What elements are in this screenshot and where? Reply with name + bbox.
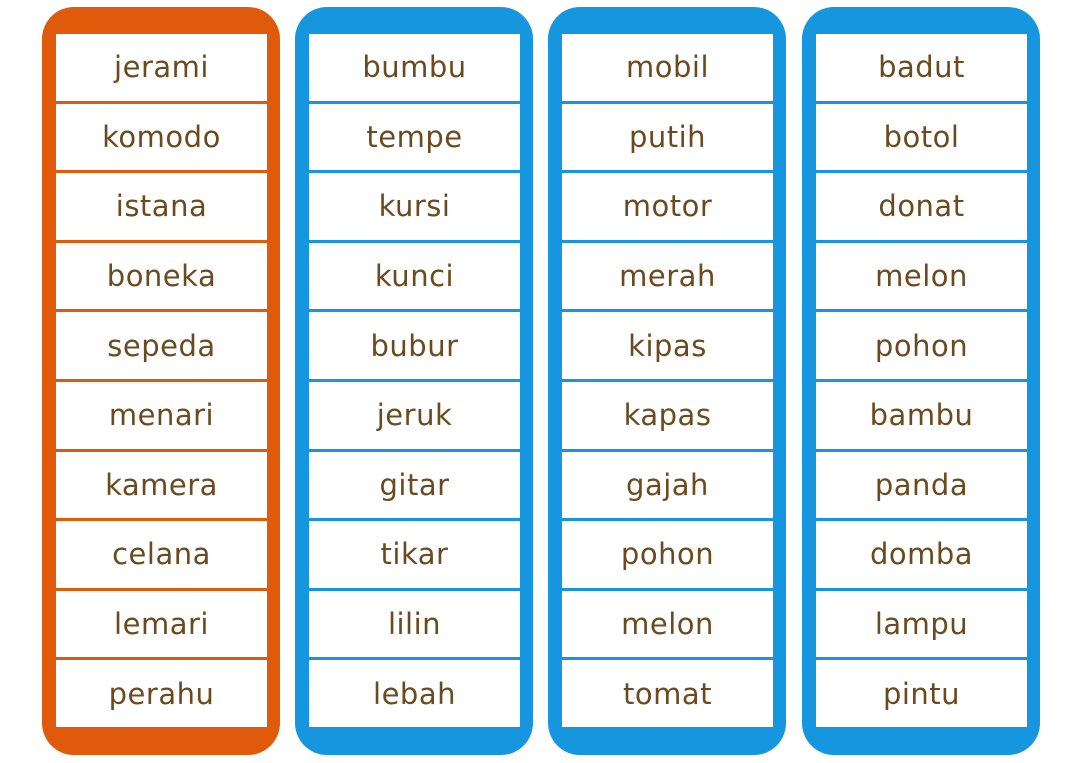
word-cell: pohon bbox=[816, 309, 1027, 379]
word-cell: jerami bbox=[56, 34, 267, 101]
word-cell: istana bbox=[56, 170, 267, 240]
word-cell: pohon bbox=[562, 518, 773, 588]
word-cell: kamera bbox=[56, 448, 267, 519]
word-cell: menari bbox=[56, 378, 267, 449]
word-column-4: badut botol donat melon pohon bambu panda domba… bbox=[802, 7, 1040, 755]
word-cell: tikar bbox=[309, 518, 520, 588]
word-list: badut botol donat melon pohon bambu panda domba… bbox=[816, 34, 1027, 727]
word-cell: tomat bbox=[562, 657, 773, 727]
word-list: jerami komodo istana boneka sepeda menari kame… bbox=[56, 34, 267, 727]
word-cell: lemari bbox=[56, 587, 267, 658]
word-cell: melon bbox=[562, 587, 773, 658]
word-cell: gajah bbox=[562, 448, 773, 519]
word-cell: bubur bbox=[309, 309, 520, 379]
word-cell: panda bbox=[816, 448, 1027, 519]
word-cell: pintu bbox=[816, 657, 1027, 727]
word-list: bumbu tempe kursi kunci bubur jeruk gitar tikar… bbox=[309, 34, 520, 727]
word-cell: mobil bbox=[562, 34, 773, 101]
word-cell: jeruk bbox=[309, 378, 520, 449]
word-list: mobil putih motor merah kipas kapas gajah pohon… bbox=[562, 34, 773, 727]
word-column-3: mobil putih motor merah kipas kapas gajah pohon… bbox=[548, 7, 786, 755]
word-cell: melon bbox=[816, 239, 1027, 310]
word-column-2: bumbu tempe kursi kunci bubur jeruk gitar tikar… bbox=[295, 7, 533, 755]
word-cell: celana bbox=[56, 518, 267, 588]
word-cell: sepeda bbox=[56, 309, 267, 379]
word-cell: lilin bbox=[309, 587, 520, 658]
word-cell: komodo bbox=[56, 100, 267, 171]
word-cell: perahu bbox=[56, 657, 267, 727]
word-cell: bumbu bbox=[309, 34, 520, 101]
word-cell: lampu bbox=[816, 587, 1027, 658]
word-cell: gitar bbox=[309, 448, 520, 519]
word-cell: badut bbox=[816, 34, 1027, 101]
word-cell: bambu bbox=[816, 378, 1027, 449]
word-cell: boneka bbox=[56, 239, 267, 310]
word-cell: donat bbox=[816, 170, 1027, 240]
word-cell: domba bbox=[816, 518, 1027, 588]
word-cell: kapas bbox=[562, 378, 773, 449]
word-cell: tempe bbox=[309, 100, 520, 171]
word-column-1: jerami komodo istana boneka sepeda menari kame… bbox=[42, 7, 280, 755]
word-cell: kunci bbox=[309, 239, 520, 310]
word-cell: kipas bbox=[562, 309, 773, 379]
word-cell: lebah bbox=[309, 657, 520, 727]
word-cell: botol bbox=[816, 100, 1027, 171]
word-cell: putih bbox=[562, 100, 773, 171]
word-cell: motor bbox=[562, 170, 773, 240]
word-cell: kursi bbox=[309, 170, 520, 240]
word-cell: merah bbox=[562, 239, 773, 310]
